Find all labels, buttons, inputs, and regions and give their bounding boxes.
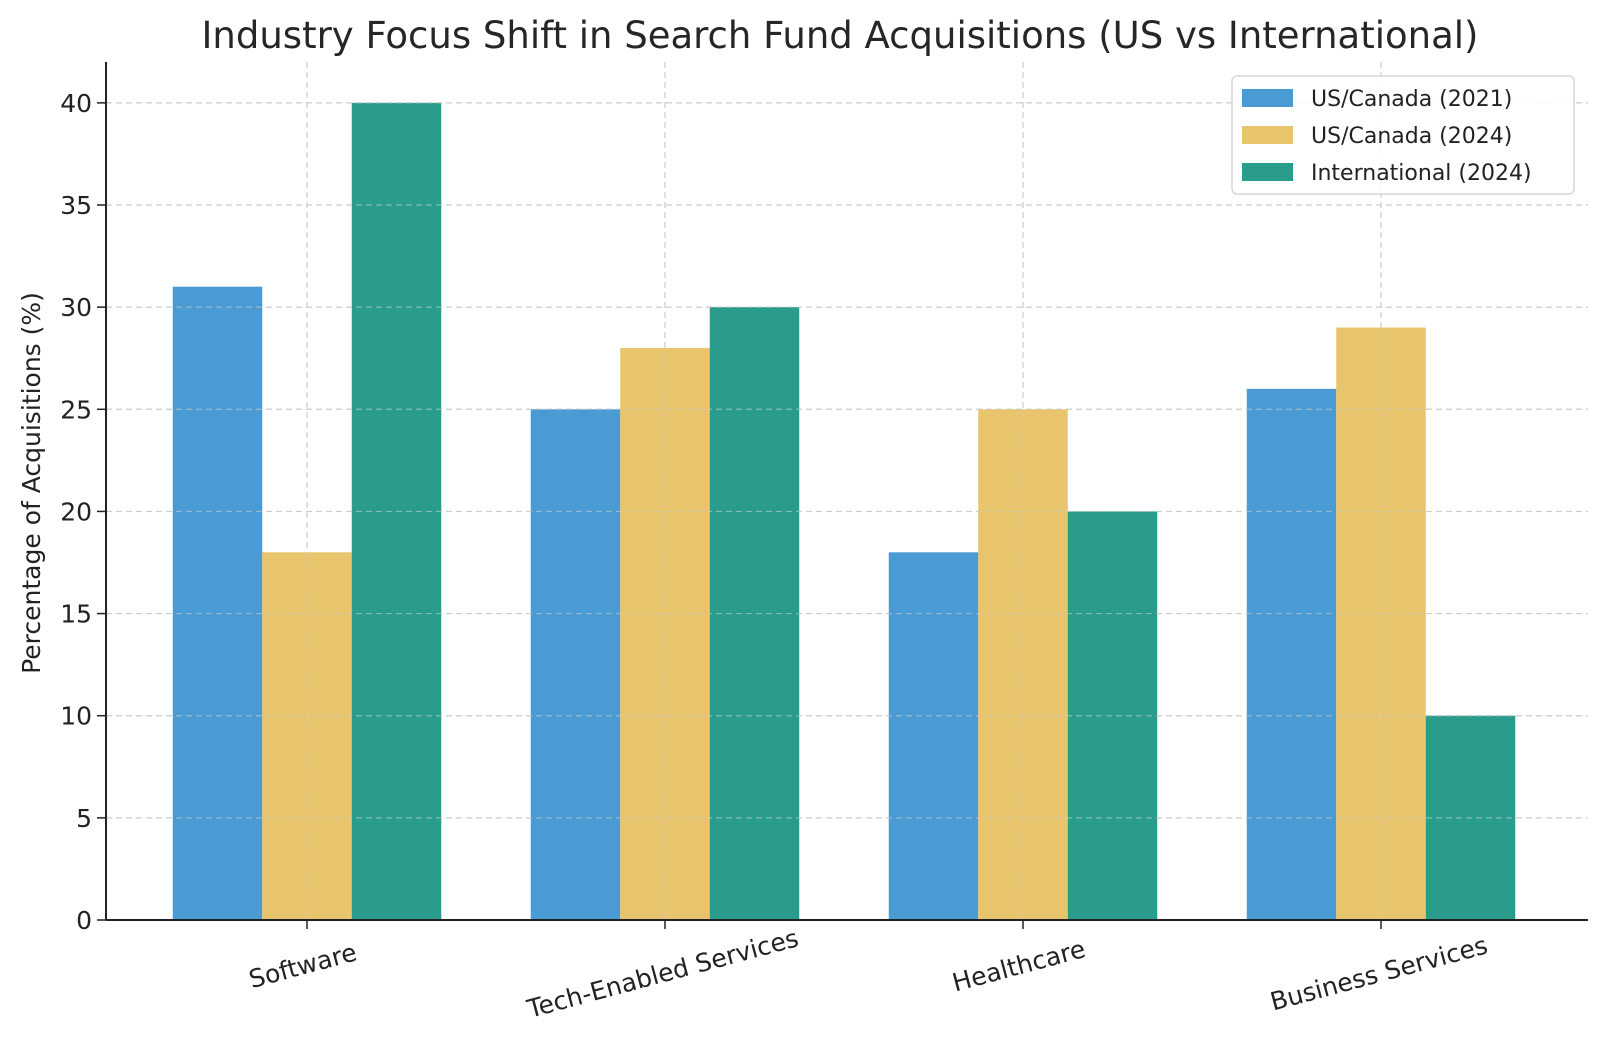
legend-swatch xyxy=(1242,89,1293,107)
y-tick-label: 20 xyxy=(60,497,92,526)
x-tick-label: Business Services xyxy=(1267,931,1490,1017)
legend-swatch xyxy=(1242,163,1293,181)
legend: US/Canada (2021) US/Canada (2024) Internat… xyxy=(1231,75,1575,195)
bar-0-2 xyxy=(888,552,979,920)
y-axis-label: Percentage of Acquisitions (%) xyxy=(17,292,46,674)
legend-label: US/Canada (2021) xyxy=(1311,87,1512,112)
y-tick-label: 5 xyxy=(76,804,92,833)
y-tick-label: 10 xyxy=(60,702,92,731)
x-tick-label: Software xyxy=(246,938,360,995)
x-tick-label: Tech-Enabled Services xyxy=(523,923,801,1024)
bar-2-1 xyxy=(709,307,800,921)
grid-overlay xyxy=(106,62,1588,920)
y-tick-label: 15 xyxy=(60,600,92,629)
bar-2-2 xyxy=(1067,511,1158,920)
x-axis-ticks: Software Tech-Enabled Services Healthcare B… xyxy=(246,920,1491,1024)
y-tick-label: 35 xyxy=(60,191,92,220)
legend-label: International (2024) xyxy=(1311,161,1532,186)
y-tick-label: 25 xyxy=(60,395,92,424)
y-axis-ticks: 0 5 10 15 20 25 30 35 40 xyxy=(60,89,106,935)
x-tick-label: Healthcare xyxy=(949,934,1088,997)
bar-0-0 xyxy=(172,286,263,920)
bar-0-1 xyxy=(530,409,621,920)
y-tick-label: 0 xyxy=(76,906,92,935)
y-tick-label: 40 xyxy=(60,89,92,118)
bars xyxy=(106,62,1588,921)
legend-label: US/Canada (2024) xyxy=(1311,124,1512,149)
y-tick-label: 30 xyxy=(60,293,92,322)
legend-swatch xyxy=(1242,126,1293,144)
chart-title: Industry Focus Shift in Search Fund Acqu… xyxy=(202,14,1479,57)
bar-0-3 xyxy=(1246,388,1337,920)
legend-box xyxy=(1231,75,1575,195)
